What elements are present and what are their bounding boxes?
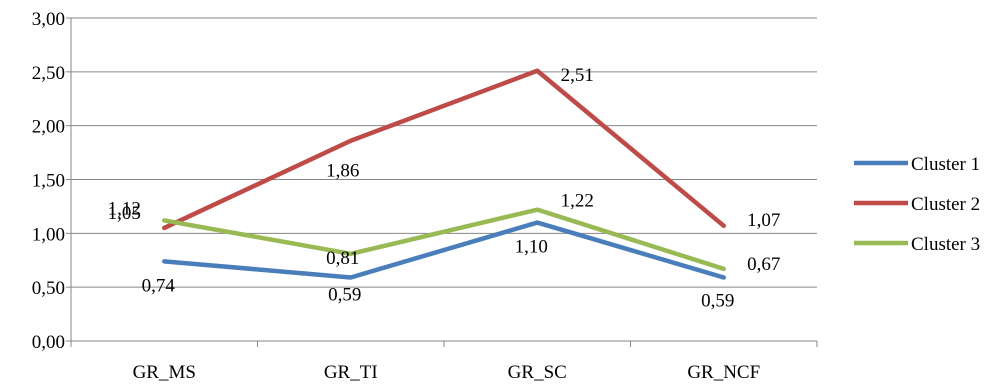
x-axis-tick-labels: GR_MS GR_TI GR_SC GR_NCF bbox=[133, 362, 761, 383]
data-label: 1,12 bbox=[108, 198, 141, 219]
data-label: 2,51 bbox=[561, 65, 594, 86]
data-label: 0,81 bbox=[326, 248, 359, 269]
legend: Cluster 1 Cluster 2 Cluster 3 bbox=[854, 154, 980, 255]
data-label: 0,59 bbox=[701, 290, 734, 311]
data-label: 1,07 bbox=[747, 210, 780, 231]
legend-label: Cluster 1 bbox=[911, 154, 980, 175]
y-tick-label: 2,00 bbox=[32, 117, 65, 138]
series-line-cluster-3 bbox=[162, 207, 726, 272]
series-line-cluster-1 bbox=[162, 220, 726, 280]
legend-item: Cluster 2 bbox=[854, 194, 980, 215]
x-tick-label: GR_TI bbox=[324, 362, 378, 383]
chart-axes bbox=[66, 17, 818, 347]
legend-label: Cluster 2 bbox=[911, 194, 980, 215]
series-line-cluster-2 bbox=[162, 68, 726, 231]
data-label: 0,67 bbox=[747, 254, 780, 275]
y-tick-label: 0,00 bbox=[32, 332, 65, 353]
y-tick-label: 1,00 bbox=[32, 224, 65, 245]
y-axis-tick-labels: 0,00 0,50 1,00 1,50 2,00 2,50 3,00 bbox=[32, 9, 65, 353]
data-label: 1,05 bbox=[108, 203, 141, 224]
x-tick-label: GR_SC bbox=[508, 362, 567, 383]
y-tick-label: 0,50 bbox=[32, 278, 65, 299]
y-tick-label: 3,00 bbox=[32, 9, 65, 30]
data-label: 0,74 bbox=[142, 275, 176, 296]
data-label: 1,10 bbox=[515, 237, 548, 258]
legend-item: Cluster 1 bbox=[854, 154, 980, 175]
data-label: 1,86 bbox=[326, 161, 359, 182]
legend-label: Cluster 3 bbox=[911, 234, 980, 255]
series-lines bbox=[162, 68, 726, 280]
legend-item: Cluster 3 bbox=[854, 234, 980, 255]
x-tick-label: GR_NCF bbox=[687, 362, 760, 383]
horizontal-gridlines bbox=[71, 17, 817, 288]
data-label: 1,22 bbox=[561, 191, 594, 212]
data-labels: 0,74 0,59 1,10 0,59 1,05 1,86 2,51 1,07 1,12 0,81… bbox=[108, 65, 781, 312]
x-tick-label: GR_MS bbox=[133, 362, 196, 383]
data-label: 0,59 bbox=[328, 284, 361, 305]
y-tick-label: 1,50 bbox=[32, 171, 65, 192]
y-tick-label: 2,50 bbox=[32, 63, 65, 84]
